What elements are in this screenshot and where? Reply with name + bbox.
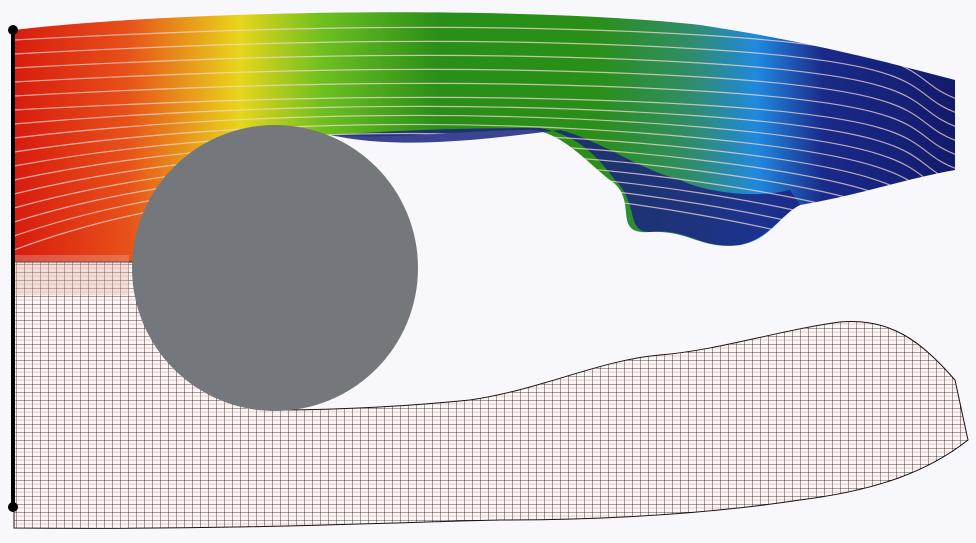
streamline xyxy=(14,54,955,129)
streamline xyxy=(14,26,955,101)
inlet-top-marker xyxy=(8,25,18,35)
streamline xyxy=(14,40,955,115)
streamline xyxy=(14,114,955,199)
inlet-boundary xyxy=(8,25,18,512)
streamline xyxy=(14,96,955,171)
streamline xyxy=(14,105,955,185)
streamline xyxy=(14,82,955,157)
inlet-bottom-marker xyxy=(8,502,18,512)
lower-mesh-region xyxy=(13,255,969,529)
streamline xyxy=(14,68,955,143)
circle-obstacle xyxy=(132,125,418,411)
